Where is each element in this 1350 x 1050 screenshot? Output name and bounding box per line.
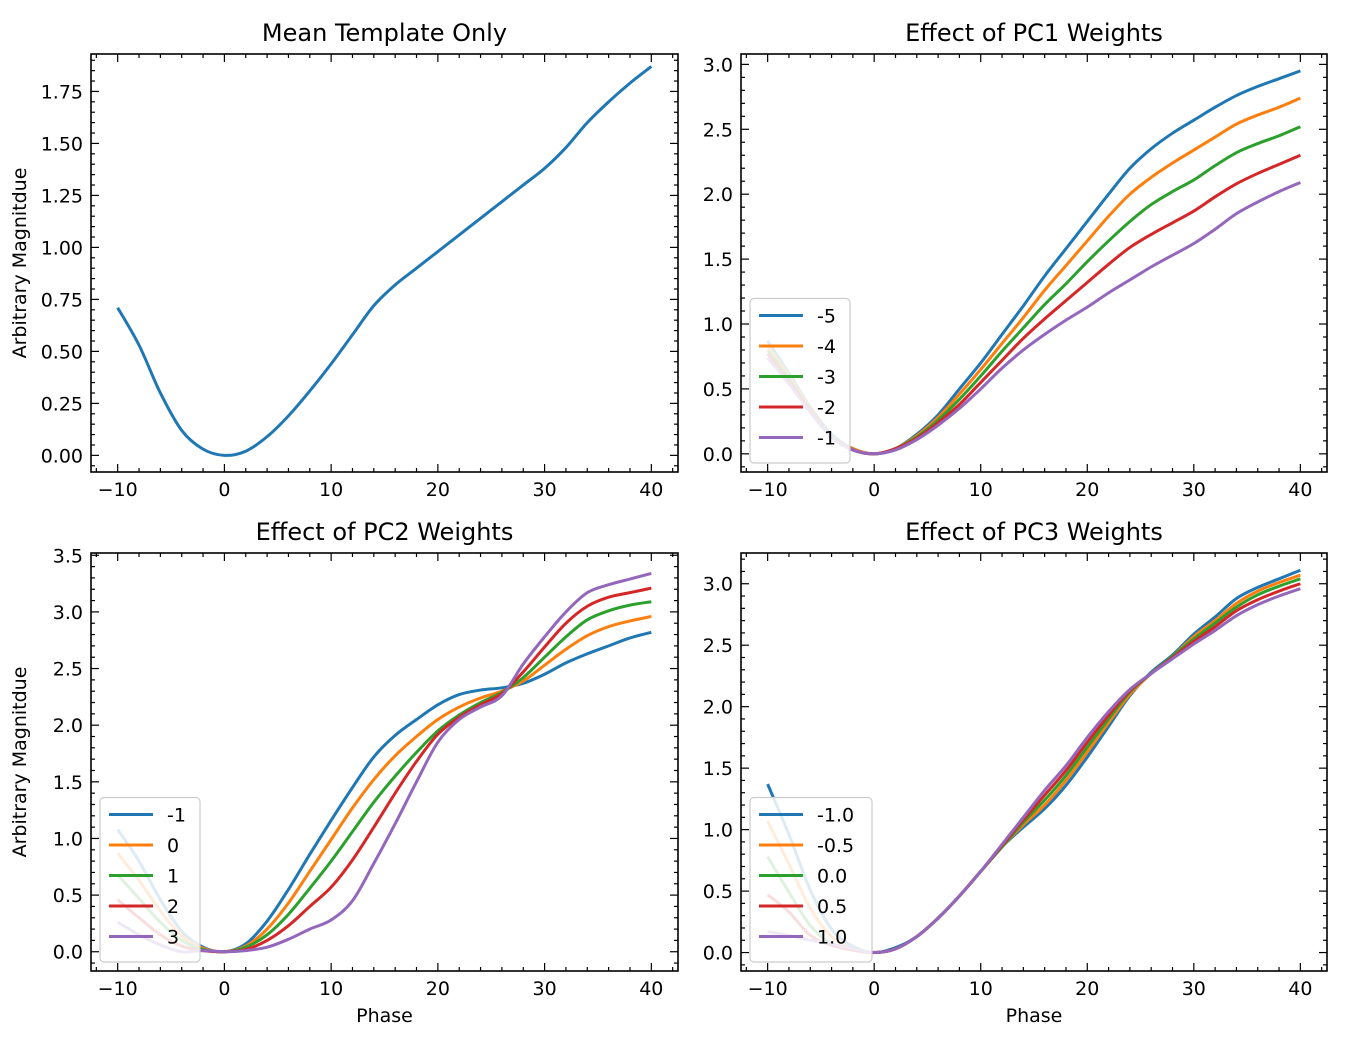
pc1-x-tick-label: 0 <box>868 479 880 501</box>
pc2-legend-label-0: -1 <box>167 805 186 827</box>
pc3-panel: −10 0 10 20 30 40 0.0 0.5 1.0 1.5 2.0 2.5 3.0 Effect … <box>703 518 1328 1027</box>
pc3-x-tick-label: 20 <box>1075 978 1099 1000</box>
pc3-y-tick-label: 2.5 <box>703 635 733 657</box>
pc2-y-tick-label: 0.5 <box>53 885 83 907</box>
mean-template-series-group <box>116 65 653 457</box>
pc2-legend: -1 0 1 2 3 <box>99 796 201 963</box>
pc1-y-tick-label: 2.0 <box>703 184 733 206</box>
mean-template-y-tick-label: 1.00 <box>41 237 83 259</box>
pc1-series-line-4 <box>766 181 1301 456</box>
pc3-x-tick-label: 30 <box>1182 978 1206 1000</box>
pc1-y-tick-label: 0.0 <box>703 444 733 466</box>
pc2-x-axis-label: Phase <box>356 1005 413 1027</box>
pc1-legend-box <box>749 297 851 464</box>
pc2-x-tick-label: 20 <box>426 978 450 1000</box>
pc1-y-tick-label: 3.0 <box>703 54 733 76</box>
pc1-panel: −10 0 10 20 30 40 0.0 0.5 1.0 1.5 2.0 2.5 3.0 Effect … <box>703 19 1328 501</box>
pc1-legend-label-1: -4 <box>817 336 836 358</box>
pc2-y-tick-label: 2.0 <box>53 715 83 737</box>
pc3-legend-label-0: -1.0 <box>817 805 854 827</box>
pc2-x-tick-label: 30 <box>532 978 556 1000</box>
mean-template-y-tick-label: 0.25 <box>41 393 83 415</box>
pc3-x-tick-label: 10 <box>969 978 993 1000</box>
pc1-x-tick-label: 10 <box>969 479 993 501</box>
pc3-y-tick-label: 1.0 <box>703 820 733 842</box>
pc1-y-tick-label: 0.5 <box>703 379 733 401</box>
mean-template-series-line-0 <box>116 65 653 457</box>
mean-template-x-tick-label: 40 <box>639 479 663 501</box>
pc2-x-tick-label: −10 <box>98 978 138 1000</box>
mean-template-panel: −10 0 10 20 30 40 0.00 0.25 0.50 0.75 1.00 1.25 1.50… <box>9 19 679 501</box>
pc2-legend-box <box>99 796 201 963</box>
mean-template-y-tick-label: 0.50 <box>41 341 83 363</box>
pc2-title: Effect of PC2 Weights <box>256 518 514 546</box>
pc3-legend-label-1: -0.5 <box>817 835 854 857</box>
mean-template-x-tick-label: −10 <box>98 479 138 501</box>
pc3-axes-frame <box>740 552 1328 972</box>
pc2-y-tick-label: 2.5 <box>53 659 83 681</box>
pc3-y-tick-label: 3.0 <box>703 574 733 596</box>
mean-template-x-tick-label: 30 <box>532 479 556 501</box>
mean-template-x-tick-label: 10 <box>319 479 343 501</box>
mean-template-y-axis-label: Arbitrary Magnitdue <box>9 168 31 359</box>
pc2-x-tick-label: 40 <box>639 978 663 1000</box>
pc1-y-tick-label: 1.5 <box>703 249 733 271</box>
pc3-x-tick-label: 0 <box>868 978 880 1000</box>
pc2-y-tick-label: 1.0 <box>53 828 83 850</box>
pc2-y-tick-label: 0.0 <box>53 942 83 964</box>
pc2-x-tick-label: 0 <box>218 978 230 1000</box>
pc1-legend-label-3: -2 <box>817 397 836 419</box>
pc2-axes-frame <box>90 552 679 972</box>
pc1-y-tick-label: 2.5 <box>703 119 733 141</box>
mean-template-x-tick-label: 20 <box>426 479 450 501</box>
pc1-legend: -5 -4 -3 -2 -1 <box>749 297 851 464</box>
pc2-legend-label-1: 0 <box>167 835 179 857</box>
pc2-x-tick-label: 10 <box>319 978 343 1000</box>
pc3-x-tick-label: −10 <box>748 978 788 1000</box>
pc1-x-tick-label: 20 <box>1075 479 1099 501</box>
pc1-series-group <box>766 69 1301 456</box>
pc3-legend-label-3: 0.5 <box>817 896 847 918</box>
pc3-x-axis-label: Phase <box>1006 1005 1063 1027</box>
pc3-y-tick-label: 2.0 <box>703 697 733 719</box>
mean-template-axes-frame <box>90 53 679 473</box>
pc3-legend-label-4: 1.0 <box>817 927 847 949</box>
pc1-legend-label-4: -1 <box>817 428 836 450</box>
mean-template-title: Mean Template Only <box>262 19 507 47</box>
pc2-y-tick-label: 3.5 <box>53 545 83 567</box>
pc1-x-tick-label: 40 <box>1288 479 1312 501</box>
pc2-legend-label-4: 3 <box>167 927 179 949</box>
pc1-x-tick-label: −10 <box>748 479 788 501</box>
pc1-title: Effect of PC1 Weights <box>905 19 1163 47</box>
pc3-legend-label-2: 0.0 <box>817 866 847 888</box>
mean-template-y-tick-label: 1.75 <box>41 81 83 103</box>
pc3-legend: -1.0 -0.5 0.0 0.5 1.0 <box>749 796 873 963</box>
mean-template-y-tick-label: 1.25 <box>41 185 83 207</box>
pc1-axes-frame <box>740 53 1328 473</box>
pc3-legend-box <box>749 796 873 963</box>
pc2-panel: −10 0 10 20 30 400.00.51.01.52.02.53.03.5Effe… <box>9 518 679 1027</box>
pc2-legend-label-3: 2 <box>167 896 179 918</box>
pc3-y-tick-label: 0.5 <box>703 881 733 903</box>
pc3-x-tick-label: 40 <box>1288 978 1312 1000</box>
mean-template-y-tick-label: 0.00 <box>41 445 83 467</box>
pc1-legend-label-2: -3 <box>817 367 836 389</box>
pc2-legend-label-2: 1 <box>167 866 179 888</box>
pc2-series-group <box>116 571 652 954</box>
pc3-y-tick-label: 1.5 <box>703 758 733 780</box>
mean-template-x-tick-label: 0 <box>218 479 230 501</box>
pc2-series-line-4 <box>116 571 652 954</box>
mean-template-y-tick-label: 1.50 <box>41 133 83 155</box>
pc3-y-tick-label: 0.0 <box>703 943 733 965</box>
pc2-y-tick-label: 3.0 <box>53 602 83 624</box>
pc2-y-tick-label: 1.5 <box>53 772 83 794</box>
mean-template-y-tick-label: 0.75 <box>41 289 83 311</box>
pc3-title: Effect of PC3 Weights <box>905 518 1163 546</box>
pc2-y-axis-label: Arbitrary Magnitdue <box>9 667 31 858</box>
pc1-y-tick-label: 1.0 <box>703 314 733 336</box>
pc1-x-tick-label: 30 <box>1182 479 1206 501</box>
pc1-legend-label-0: -5 <box>817 306 836 328</box>
